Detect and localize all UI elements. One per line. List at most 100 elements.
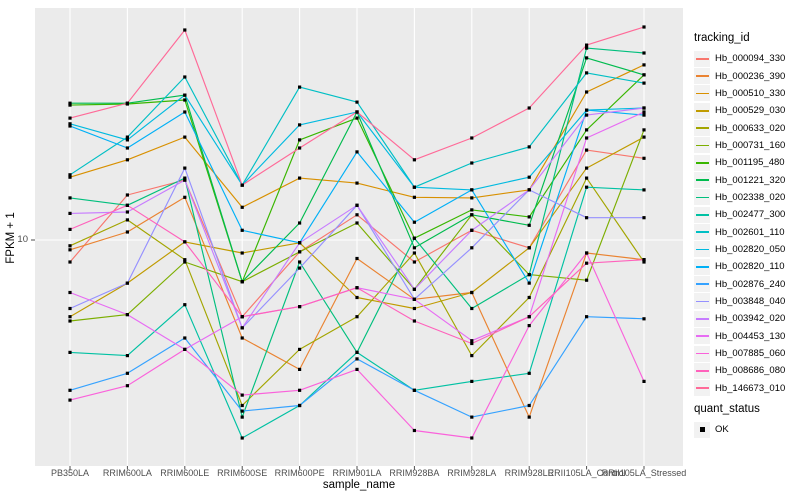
legend-label: Hb_008686_080 xyxy=(715,365,786,377)
x-tick-label: RRII105LA_Control xyxy=(547,468,626,478)
data-point-marker xyxy=(240,251,244,255)
data-point-marker xyxy=(527,223,531,227)
data-point-marker xyxy=(642,73,646,77)
legend-label: Hb_004453_130 xyxy=(715,330,786,342)
data-point-marker xyxy=(585,261,589,265)
data-point-marker xyxy=(240,393,244,397)
legend-item: Hb_002477_300 xyxy=(694,206,785,223)
data-point-marker xyxy=(183,75,187,79)
data-point-marker xyxy=(585,43,589,47)
legend-item: Hb_000236_390 xyxy=(694,67,785,85)
legend-label: Hb_146673_010 xyxy=(715,382,786,394)
data-point-marker xyxy=(125,210,129,214)
data-point-marker xyxy=(125,384,129,388)
data-point-marker xyxy=(298,241,302,245)
legend-label: OK xyxy=(715,424,729,435)
data-point-marker xyxy=(183,195,187,199)
legend-key xyxy=(694,120,710,137)
data-point-marker xyxy=(183,260,187,264)
data-point-marker xyxy=(412,306,416,311)
legend-item-quant-ok: OK xyxy=(694,421,729,438)
data-point-marker xyxy=(412,195,416,199)
legend-key xyxy=(694,172,710,189)
legend-item: Hb_146673_010 xyxy=(694,380,785,397)
data-point-marker xyxy=(412,185,416,189)
data-point-marker xyxy=(68,319,72,323)
data-point-marker xyxy=(183,166,187,170)
data-point-marker xyxy=(585,166,589,170)
data-point-marker xyxy=(183,98,187,102)
data-point-marker xyxy=(470,196,474,200)
legend-key xyxy=(694,241,710,258)
data-point-marker xyxy=(298,367,302,371)
x-tick-label: RRIM600LA xyxy=(102,468,152,478)
data-point-marker xyxy=(68,290,72,295)
legend-key xyxy=(694,85,710,102)
data-point-marker xyxy=(125,101,129,105)
legend-key xyxy=(694,258,710,275)
data-point-marker xyxy=(125,218,129,222)
data-point-marker xyxy=(68,227,72,231)
legend-key xyxy=(694,293,710,310)
legend-key-line-icon xyxy=(695,283,709,286)
data-point-marker xyxy=(68,260,72,264)
data-point-marker xyxy=(412,297,416,301)
data-point-marker xyxy=(470,188,474,192)
data-point-marker xyxy=(68,196,72,200)
data-point-marker xyxy=(183,258,187,262)
legend-label: Hb_002820_050 xyxy=(715,243,786,255)
x-axis-title: sample_name xyxy=(322,479,396,491)
data-point-marker xyxy=(125,354,129,358)
data-point-marker xyxy=(355,350,359,354)
legend-key xyxy=(694,224,710,241)
data-point-marker xyxy=(642,156,646,160)
legend-title-tracking-id: tracking_id xyxy=(694,32,750,44)
data-point-marker xyxy=(585,56,589,60)
data-point-marker xyxy=(412,220,416,224)
x-tick-label: RRIM901LA xyxy=(332,468,382,478)
data-point-marker xyxy=(527,145,531,149)
data-point-marker xyxy=(585,216,589,220)
data-point-marker xyxy=(585,108,589,112)
legend-item: Hb_002601_110 xyxy=(694,223,785,241)
data-point-marker xyxy=(585,315,589,319)
data-point-marker xyxy=(298,138,302,142)
data-point-marker xyxy=(585,251,589,255)
legend-key-line-icon xyxy=(695,352,709,355)
data-point-marker xyxy=(642,216,646,220)
legend-item: Hb_008686_080 xyxy=(694,362,785,379)
legend-key-line-icon xyxy=(695,265,709,268)
data-point-marker xyxy=(470,161,474,165)
data-point-marker xyxy=(298,347,302,351)
data-point-marker xyxy=(68,173,72,177)
quant-ok-key xyxy=(694,421,710,438)
data-point-marker xyxy=(298,260,302,264)
data-point-marker xyxy=(585,136,589,140)
data-point-marker xyxy=(125,313,129,317)
data-point-marker xyxy=(68,398,72,402)
data-point-marker xyxy=(527,215,531,219)
legend-item: Hb_000510_330 xyxy=(694,85,785,102)
data-point-marker xyxy=(642,379,646,383)
legend-key-line-icon xyxy=(695,387,709,390)
data-point-marker xyxy=(642,81,646,85)
legend-key-line-icon xyxy=(695,300,709,303)
legend-key-line-icon xyxy=(695,231,709,233)
x-tick-label: RRIM600SE xyxy=(217,468,268,478)
data-point-marker xyxy=(68,244,72,248)
data-point-marker xyxy=(585,185,589,189)
data-point-marker xyxy=(125,281,129,285)
data-point-marker xyxy=(240,409,244,413)
x-tick-label: RRIM928LA xyxy=(447,468,497,478)
data-point-marker xyxy=(183,336,187,340)
legend-label: Hb_002338_020 xyxy=(715,191,786,203)
data-point-marker xyxy=(642,260,646,264)
legend-label: Hb_000510_330 xyxy=(715,87,786,99)
data-point-marker xyxy=(125,203,129,207)
data-point-marker xyxy=(527,415,531,419)
data-point-marker xyxy=(68,315,72,319)
data-point-marker xyxy=(183,28,187,32)
legend-key-line-icon xyxy=(695,370,709,372)
